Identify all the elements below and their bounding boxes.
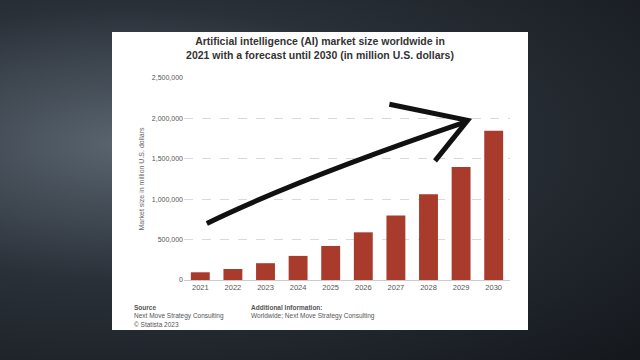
svg-text:2028: 2028 [420, 283, 437, 292]
svg-text:2,500,000: 2,500,000 [152, 74, 183, 81]
svg-text:2023: 2023 [257, 283, 274, 292]
svg-text:2022: 2022 [225, 283, 242, 292]
svg-text:2025: 2025 [322, 283, 339, 292]
svg-text:500,000: 500,000 [158, 236, 183, 243]
svg-text:2030: 2030 [485, 283, 502, 292]
svg-text:2026: 2026 [355, 283, 372, 292]
svg-text:SourceNext Move Strategy Consu: SourceNext Move Strategy Consulting© Sta… [134, 304, 224, 328]
svg-text:1,000,000: 1,000,000 [152, 196, 183, 203]
svg-text:Market size in million U.S. do: Market size in million U.S. dollars [138, 127, 145, 231]
svg-text:2,000,000: 2,000,000 [152, 115, 183, 122]
svg-text:Artificial intelligence (AI) m: Artificial intelligence (AI) market size… [186, 35, 454, 61]
svg-text:2029: 2029 [453, 283, 470, 292]
svg-text:0: 0 [179, 276, 183, 283]
svg-text:2024: 2024 [290, 283, 307, 292]
svg-text:2027: 2027 [388, 283, 405, 292]
svg-text:1,500,000: 1,500,000 [152, 155, 183, 162]
svg-text:2021: 2021 [192, 283, 209, 292]
svg-text:Additional Information:Worldwi: Additional Information:Worldwide; Next M… [251, 304, 375, 320]
